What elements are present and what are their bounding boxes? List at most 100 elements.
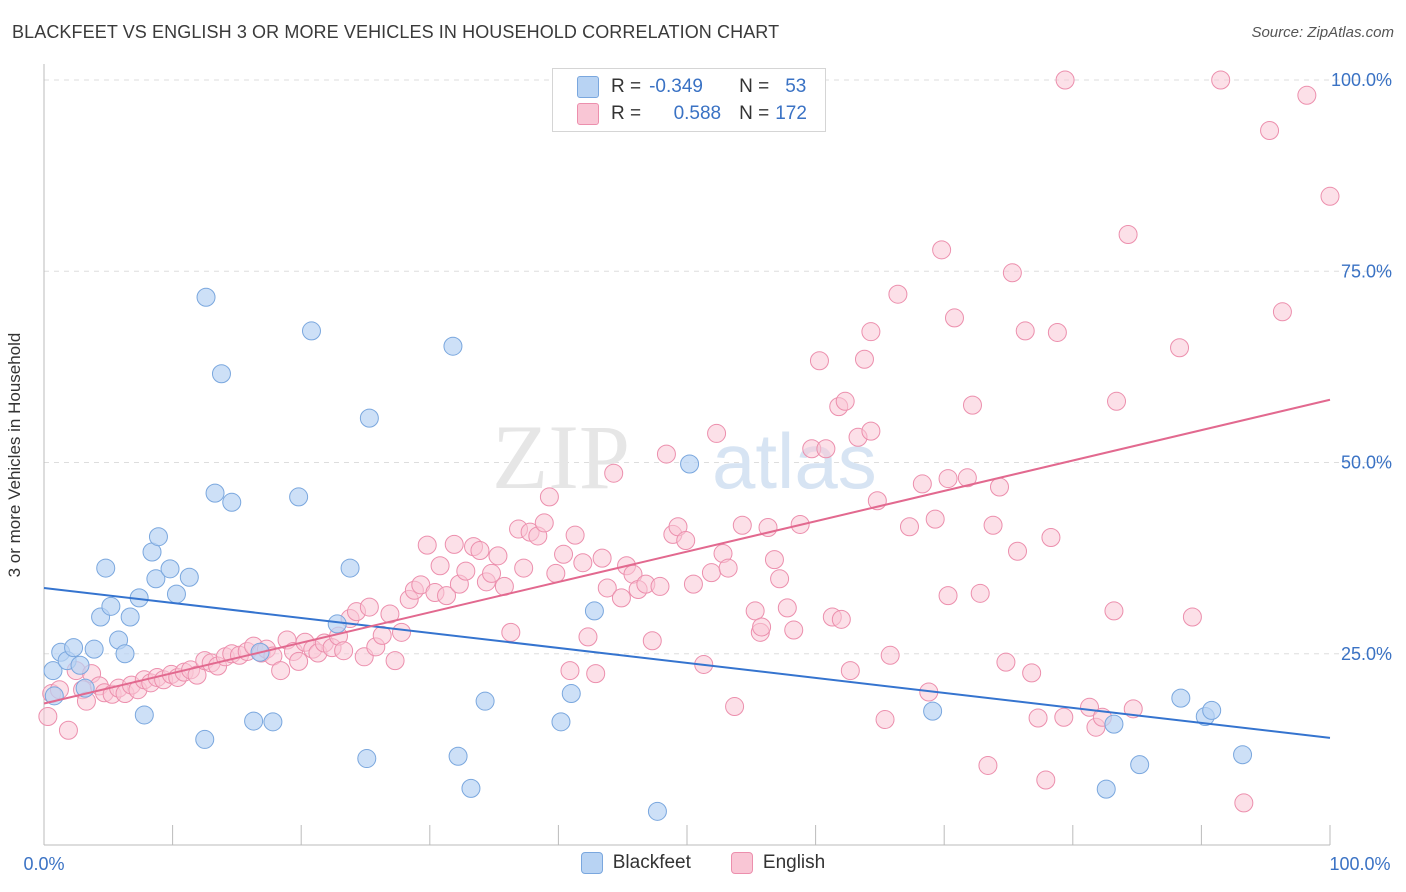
blackfeet-point (160, 559, 180, 579)
watermark: ZIP atlas (492, 406, 877, 508)
english-point (642, 631, 662, 651)
english-point (271, 661, 291, 681)
blackfeet-point (647, 801, 667, 821)
english-point (996, 652, 1016, 672)
english-point (745, 601, 765, 621)
blackfeet-point (196, 287, 216, 307)
english-point (289, 651, 309, 671)
english-point (1272, 302, 1292, 322)
blackfeet-swatch (580, 852, 603, 874)
english-point (861, 421, 881, 441)
english-point (770, 569, 790, 589)
english-point (957, 468, 977, 488)
y-tick-label: 50.0% (1341, 453, 1392, 473)
english-point (1118, 225, 1138, 245)
english-point (888, 284, 908, 304)
english-point (875, 710, 895, 730)
r-value: 0.588 (673, 103, 722, 124)
english-swatch (730, 852, 753, 874)
source-label: Source: ZipAtlas.com (1251, 24, 1394, 41)
english-point (989, 477, 1009, 497)
english-point (385, 651, 405, 671)
english-point (656, 444, 676, 464)
english-point (578, 627, 598, 647)
english-point (1234, 793, 1254, 813)
blackfeet-point (551, 712, 571, 732)
english-point (725, 697, 745, 717)
blackfeet-point (1171, 688, 1191, 708)
english-point (604, 463, 624, 483)
blackfeet-point (1233, 745, 1253, 765)
english-point (611, 588, 631, 608)
english-point (1104, 601, 1124, 621)
blackfeet-point (1104, 714, 1124, 734)
blackfeet-point (263, 712, 283, 732)
blackfeet-point (443, 336, 463, 356)
blackfeet-point (96, 558, 116, 578)
blackfeet-point (340, 558, 360, 578)
blackfeet-point (179, 567, 199, 587)
english-point (1123, 699, 1143, 719)
blackfeet-point (115, 644, 135, 664)
english-point (1022, 663, 1042, 683)
blackfeet-point (1096, 779, 1116, 799)
english-point (1182, 607, 1202, 627)
english-swatch (577, 103, 599, 125)
english-point (978, 755, 998, 775)
axes (43, 64, 1331, 846)
y-axis-label: 3 or more Vehicles in Household (5, 332, 24, 578)
x-tick-label: 100.0% (1329, 854, 1390, 874)
english-point (456, 561, 476, 581)
blackfeet-point (146, 569, 166, 589)
blackfeet-point (289, 487, 309, 507)
y-tick-label: 100.0% (1331, 70, 1392, 90)
english-point (1002, 263, 1022, 283)
english-point (430, 556, 450, 576)
english-point (1047, 322, 1067, 342)
english-point (944, 308, 964, 328)
english-point (983, 515, 1003, 535)
blackfeet-point (211, 364, 231, 384)
english-point (1260, 120, 1280, 140)
english-point (1036, 770, 1056, 790)
legend-item-blackfeet[interactable]: Blackfeet (580, 852, 691, 874)
blackfeet-point (561, 684, 581, 704)
english-point (38, 706, 58, 726)
legend-label-blackfeet: Blackfeet (612, 852, 691, 873)
legend-label-english: English (762, 852, 826, 873)
blackfeet-point (43, 661, 63, 681)
english-point (470, 540, 490, 560)
tick-labels: 25.0% 50.0% 75.0% 100.0% 0.0% 100.0% (23, 70, 1392, 874)
english-point (840, 661, 860, 681)
english-point (809, 351, 829, 371)
english-point (912, 474, 932, 494)
stats-row-english: R = 0.588 N = 172 (577, 101, 807, 127)
english-point (392, 622, 412, 642)
english-point (718, 558, 738, 578)
english-points (38, 70, 1340, 813)
blackfeet-point (1202, 700, 1222, 720)
legend-item-english[interactable]: English (730, 852, 826, 874)
english-point (539, 487, 559, 507)
english-point (1054, 707, 1074, 727)
english-point (1008, 541, 1028, 561)
blackfeet-point (120, 607, 140, 627)
english-point (573, 553, 593, 573)
english-point (938, 469, 958, 489)
english-point (554, 544, 574, 564)
english-point (546, 563, 566, 583)
english-point (501, 622, 521, 642)
blackfeet-point (584, 601, 604, 621)
blackfeet-point (166, 584, 186, 604)
blackfeet-point (357, 749, 377, 769)
blackfeet-point (461, 778, 481, 798)
english-point (592, 548, 612, 568)
blackfeet-point (448, 746, 468, 766)
series-legend: Blackfeet English (0, 852, 1406, 874)
y-tick-label: 25.0% (1341, 644, 1392, 664)
blackfeet-point (195, 729, 215, 749)
english-point (732, 515, 752, 535)
watermark-atlas: atlas (712, 417, 877, 505)
english-point (752, 617, 772, 637)
